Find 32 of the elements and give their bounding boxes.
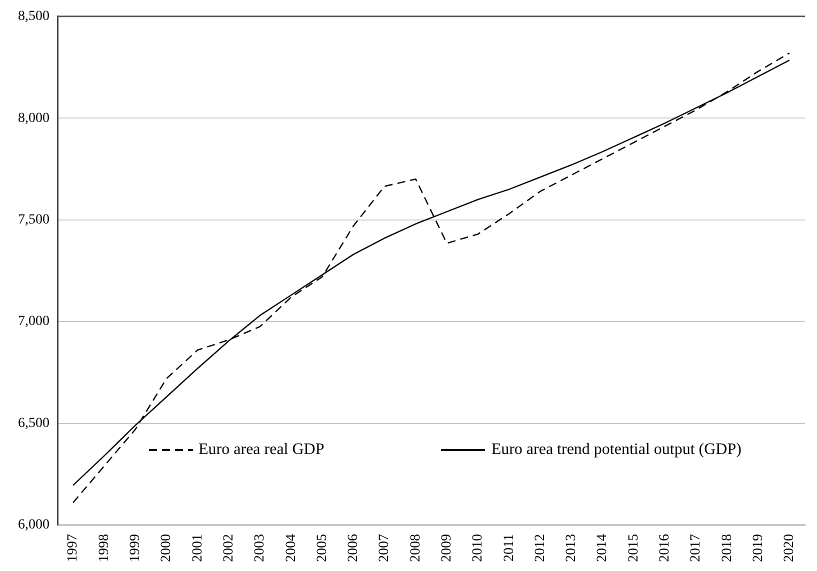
x-tick-label: 2017 — [688, 534, 704, 562]
x-tick-label: 1998 — [96, 534, 112, 562]
x-tick-label: 2005 — [314, 534, 330, 562]
x-tick-label: 2004 — [284, 534, 299, 562]
x-tick-label: 1999 — [128, 534, 144, 562]
x-tick-label: 2014 — [595, 534, 610, 562]
x-tick-label: 2018 — [720, 534, 735, 562]
x-tick-label: 2000 — [159, 534, 174, 562]
y-tick-label: 7,000 — [18, 314, 50, 330]
x-tick-label: 2006 — [346, 534, 362, 562]
x-tick-label: 2010 — [470, 534, 486, 562]
x-tick-label: 2007 — [377, 534, 392, 562]
y-tick-label: 6,000 — [18, 518, 50, 533]
x-tick-label: 2013 — [564, 534, 580, 562]
x-tick-label: 2020 — [782, 534, 798, 562]
x-tick-label: 2003 — [252, 534, 268, 562]
x-tick-label: 2009 — [439, 534, 454, 562]
y-tick-label: 6,500 — [18, 416, 50, 431]
y-tick-label: 8,000 — [18, 110, 50, 126]
legend-label: Euro area real GDP — [198, 441, 324, 459]
x-tick-label: 2015 — [626, 534, 642, 562]
legend-label: Euro area trend potential output (GDP) — [491, 441, 742, 459]
x-tick-label: 2011 — [502, 534, 517, 562]
x-tick-label: 2019 — [750, 534, 766, 562]
x-tick-label: 2012 — [532, 534, 548, 562]
x-tick-label: 2008 — [408, 534, 424, 562]
y-tick-label: 7,500 — [18, 212, 50, 228]
x-tick-label: 1997 — [66, 534, 81, 562]
x-tick-label: 2002 — [221, 534, 236, 562]
y-tick-label: 8,500 — [18, 9, 50, 24]
x-tick-label: 2016 — [658, 534, 673, 562]
x-tick-label: 2001 — [190, 534, 206, 562]
